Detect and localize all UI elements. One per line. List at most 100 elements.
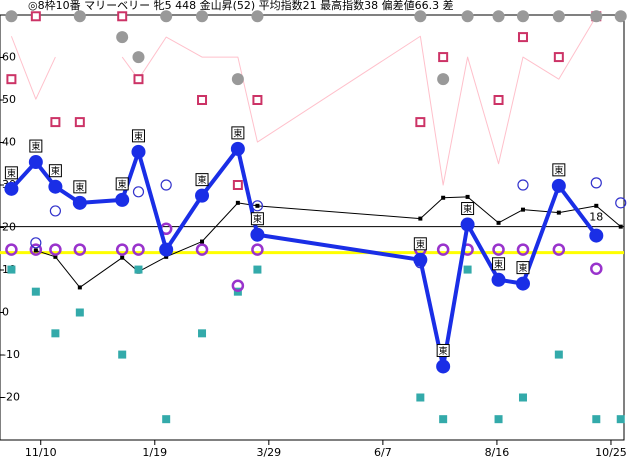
point	[195, 243, 209, 256]
point	[556, 210, 561, 215]
point	[4, 181, 19, 196]
point	[551, 178, 566, 193]
point	[516, 10, 529, 23]
badge: 東	[198, 174, 207, 186]
point	[49, 205, 61, 217]
point	[415, 117, 426, 128]
series-line	[10, 16, 597, 186]
point	[552, 10, 565, 23]
badge-box	[552, 163, 566, 177]
point	[438, 52, 449, 63]
point	[518, 393, 527, 402]
point	[231, 73, 244, 86]
point	[29, 243, 43, 256]
point	[160, 179, 172, 191]
point	[552, 243, 566, 256]
plot-frame	[0, 14, 625, 441]
badge-box	[231, 126, 245, 140]
point	[461, 10, 474, 23]
point	[115, 192, 130, 207]
y-tick-label: 50	[2, 93, 16, 106]
point	[618, 224, 623, 229]
point	[75, 308, 84, 317]
point	[195, 188, 210, 203]
series-line	[35, 196, 622, 288]
point	[120, 255, 125, 260]
point	[73, 243, 87, 256]
point	[553, 52, 564, 63]
point	[590, 262, 603, 275]
point	[492, 10, 505, 23]
chart-title: ◎8枠10番 マリーベリー 牝5 448 金山昇(52) 平均指数21 最高指数…	[28, 0, 454, 12]
badge-box	[4, 166, 18, 180]
point	[200, 239, 205, 244]
point	[496, 220, 501, 225]
point	[554, 350, 563, 359]
point	[436, 359, 451, 374]
point	[594, 203, 599, 208]
point	[251, 243, 264, 256]
point	[493, 95, 504, 105]
point	[5, 10, 18, 23]
y-tick-label: 0	[2, 306, 9, 319]
point	[255, 203, 260, 208]
badge: 東	[253, 213, 262, 225]
point	[590, 177, 602, 189]
point	[463, 265, 472, 274]
point	[116, 31, 129, 44]
badge-box	[413, 237, 427, 251]
point	[162, 415, 171, 424]
badge: 東	[416, 238, 425, 250]
point	[117, 11, 128, 22]
point	[460, 217, 475, 232]
y-tick-label: 40	[2, 136, 16, 149]
point	[589, 228, 604, 243]
badge-box	[492, 257, 506, 271]
point	[491, 272, 506, 287]
point	[251, 10, 264, 23]
badge: 東	[75, 181, 84, 193]
point	[517, 32, 528, 43]
badge-box	[436, 343, 450, 357]
x-tick-label: 1/19	[142, 446, 167, 459]
point	[414, 10, 427, 23]
badge-box	[516, 261, 530, 275]
point	[72, 195, 87, 210]
x-tick-label: 8/16	[485, 446, 510, 459]
badge: 東	[233, 127, 242, 139]
point	[132, 243, 145, 256]
point	[77, 285, 82, 290]
point	[520, 207, 525, 212]
y-tick-label: -10	[2, 348, 20, 361]
point	[590, 10, 603, 23]
badge-box	[461, 202, 475, 216]
point	[51, 329, 60, 338]
point	[592, 415, 601, 424]
badge: 東	[134, 130, 143, 142]
point	[50, 117, 61, 128]
point	[198, 329, 207, 338]
badge-box	[250, 212, 264, 226]
point	[197, 95, 208, 105]
badge: 東	[554, 164, 563, 176]
point	[413, 252, 428, 267]
point	[252, 95, 263, 105]
point	[441, 195, 446, 200]
point	[115, 243, 129, 256]
badge: 東	[494, 258, 503, 270]
point	[7, 265, 16, 274]
point	[492, 243, 505, 256]
point	[516, 243, 530, 256]
badge-box	[131, 129, 145, 143]
badge: 東	[439, 345, 448, 357]
badge: 東	[118, 178, 127, 190]
point	[131, 144, 146, 159]
point	[230, 141, 245, 156]
point	[439, 415, 448, 424]
badge-box	[195, 173, 209, 187]
point	[5, 243, 18, 256]
series-line	[9, 146, 598, 369]
point	[53, 254, 58, 259]
y-tick-label: 60	[2, 51, 16, 64]
